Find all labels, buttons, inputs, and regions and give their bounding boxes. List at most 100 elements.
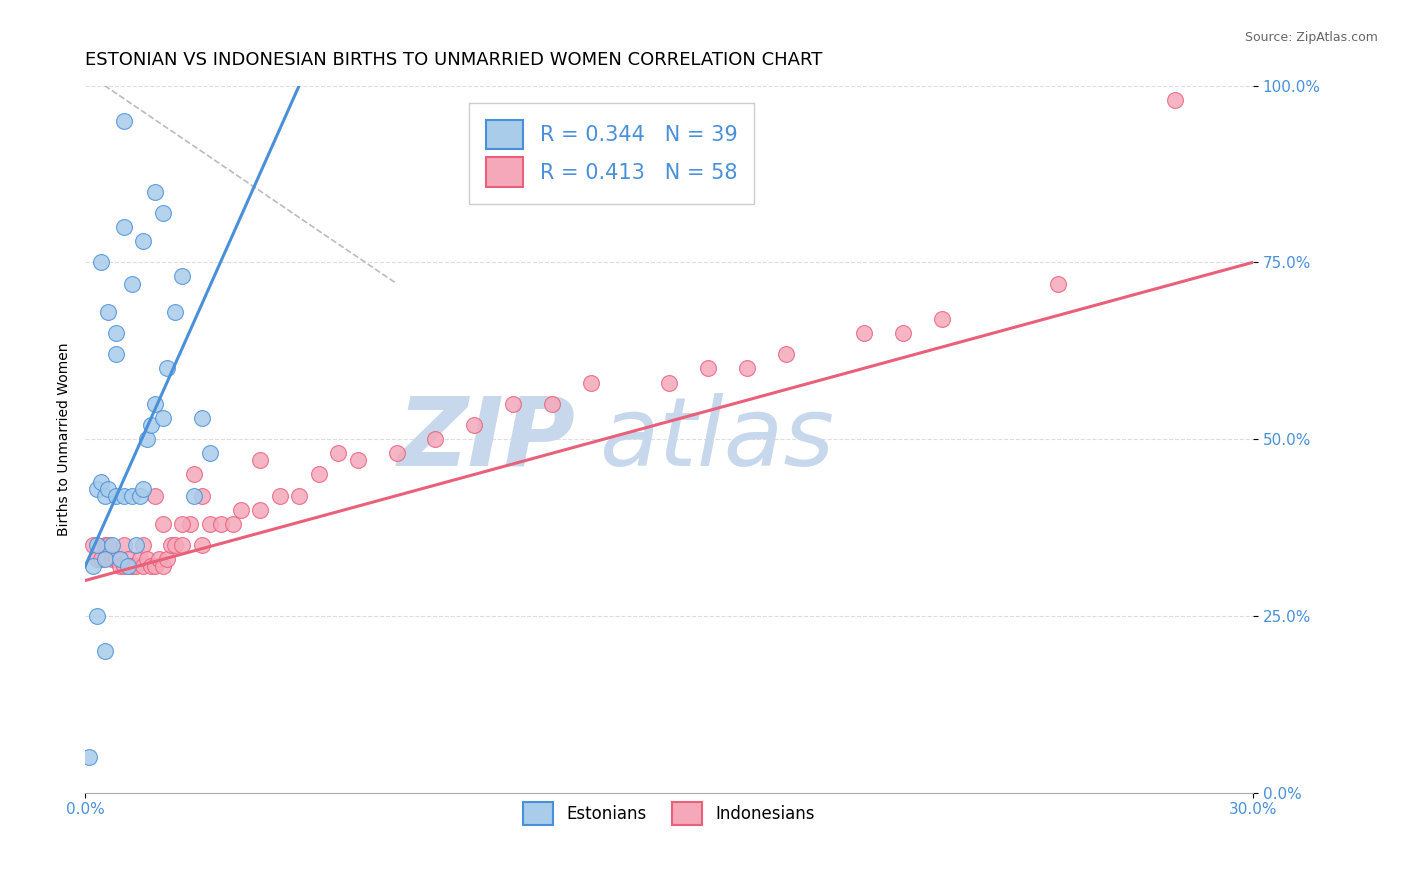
- Point: [891, 326, 914, 340]
- Point: [249, 503, 271, 517]
- Point: [172, 538, 194, 552]
- Point: [136, 432, 159, 446]
- Point: [86, 608, 108, 623]
- Point: [179, 516, 201, 531]
- Point: [172, 269, 194, 284]
- Point: [198, 516, 221, 531]
- Point: [121, 559, 143, 574]
- Point: [148, 552, 170, 566]
- Point: [143, 489, 166, 503]
- Point: [697, 361, 720, 376]
- Text: Source: ZipAtlas.com: Source: ZipAtlas.com: [1244, 31, 1378, 45]
- Point: [198, 446, 221, 460]
- Point: [852, 326, 875, 340]
- Point: [1047, 277, 1070, 291]
- Point: [141, 417, 163, 432]
- Point: [132, 482, 155, 496]
- Point: [269, 489, 291, 503]
- Point: [191, 410, 214, 425]
- Point: [93, 552, 115, 566]
- Point: [172, 516, 194, 531]
- Point: [502, 397, 524, 411]
- Point: [183, 467, 205, 482]
- Point: [156, 552, 179, 566]
- Point: [425, 432, 447, 446]
- Point: [86, 552, 108, 566]
- Point: [156, 361, 179, 376]
- Point: [93, 644, 115, 658]
- Point: [136, 552, 159, 566]
- Point: [163, 538, 186, 552]
- Point: [82, 538, 104, 552]
- Point: [152, 410, 174, 425]
- Point: [117, 559, 139, 574]
- Point: [97, 305, 120, 319]
- Point: [117, 552, 139, 566]
- Point: [112, 114, 135, 128]
- Point: [579, 376, 602, 390]
- Point: [385, 446, 408, 460]
- Point: [124, 559, 146, 574]
- Point: [97, 538, 120, 552]
- Point: [132, 559, 155, 574]
- Point: [105, 347, 128, 361]
- Point: [152, 516, 174, 531]
- Point: [735, 361, 758, 376]
- Point: [191, 538, 214, 552]
- Point: [132, 538, 155, 552]
- Point: [141, 559, 163, 574]
- Point: [90, 475, 112, 489]
- Point: [152, 559, 174, 574]
- Point: [1164, 93, 1187, 107]
- Point: [93, 489, 115, 503]
- Point: [541, 397, 564, 411]
- Point: [82, 559, 104, 574]
- Point: [222, 516, 245, 531]
- Text: ESTONIAN VS INDONESIAN BIRTHS TO UNMARRIED WOMEN CORRELATION CHART: ESTONIAN VS INDONESIAN BIRTHS TO UNMARRI…: [86, 51, 823, 69]
- Point: [209, 516, 232, 531]
- Point: [77, 750, 100, 764]
- Point: [183, 489, 205, 503]
- Point: [143, 185, 166, 199]
- Point: [191, 489, 214, 503]
- Point: [112, 489, 135, 503]
- Point: [112, 538, 135, 552]
- Point: [152, 206, 174, 220]
- Point: [658, 376, 681, 390]
- Point: [90, 255, 112, 269]
- Point: [121, 277, 143, 291]
- Point: [108, 552, 131, 566]
- Point: [128, 552, 150, 566]
- Point: [931, 311, 953, 326]
- Point: [249, 453, 271, 467]
- Point: [132, 234, 155, 248]
- Point: [112, 219, 135, 234]
- Point: [308, 467, 330, 482]
- Point: [326, 446, 349, 460]
- Point: [101, 552, 124, 566]
- Point: [775, 347, 797, 361]
- Point: [105, 489, 128, 503]
- Point: [163, 305, 186, 319]
- Text: ZIP: ZIP: [398, 392, 575, 485]
- Point: [463, 417, 485, 432]
- Point: [108, 559, 131, 574]
- Point: [105, 326, 128, 340]
- Point: [101, 538, 124, 552]
- Point: [229, 503, 252, 517]
- Point: [86, 538, 108, 552]
- Point: [93, 538, 115, 552]
- Y-axis label: Births to Unmarried Women: Births to Unmarried Women: [58, 343, 72, 536]
- Point: [143, 397, 166, 411]
- Point: [121, 489, 143, 503]
- Legend: Estonians, Indonesians: Estonians, Indonesians: [515, 794, 823, 834]
- Point: [159, 538, 181, 552]
- Text: atlas: atlas: [599, 392, 834, 485]
- Point: [105, 552, 128, 566]
- Point: [143, 559, 166, 574]
- Point: [86, 482, 108, 496]
- Point: [346, 453, 368, 467]
- Point: [124, 538, 146, 552]
- Point: [112, 559, 135, 574]
- Point: [288, 489, 311, 503]
